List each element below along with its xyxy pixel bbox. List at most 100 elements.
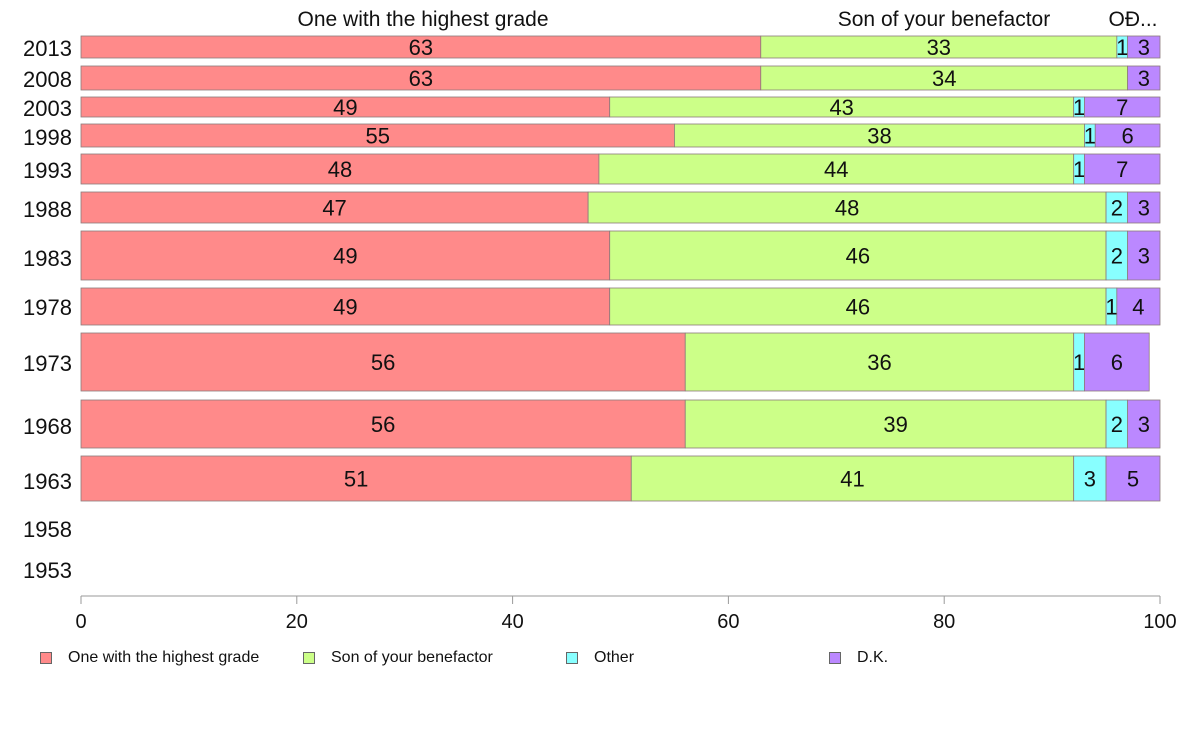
data-label: 4 — [1132, 295, 1144, 320]
bars: 63 33 1 363 34 349 43 1 755 38 1 648 44 1 747 48 2 349 46 2… — [80, 35, 1161, 502]
data-label: 2 — [1111, 196, 1123, 221]
x-tick-label: 60 — [717, 611, 739, 633]
y-tick-label: 1978 — [23, 295, 72, 320]
data-label: 3 — [1138, 66, 1150, 91]
stacked-bar-chart: One with the highest grade Son of your be… — [23, 8, 1177, 633]
data-label: 63 — [409, 66, 433, 91]
bar-segment — [598, 153, 1075, 185]
top-label: OĐ... — [1108, 8, 1157, 31]
data-label: 36 — [867, 350, 891, 375]
data-label: 51 — [344, 467, 368, 492]
y-tick-label: 1998 — [23, 125, 72, 150]
legend-item-benefactor: Son of your benefactor — [303, 649, 493, 667]
bar-segment — [609, 287, 1107, 326]
legend-swatch — [829, 652, 841, 664]
data-label: 3 — [1084, 467, 1096, 492]
data-label: 49 — [333, 95, 357, 120]
data-label: 39 — [883, 412, 907, 437]
bar-segment — [1127, 65, 1161, 91]
bar-segment — [684, 332, 1075, 392]
bar-segment — [80, 65, 762, 91]
data-label: 34 — [932, 66, 956, 91]
x-tick-label: 40 — [501, 611, 523, 633]
bar-segment — [1116, 287, 1161, 326]
top-label: One with the highest grade — [298, 8, 549, 31]
data-label: 1 — [1073, 350, 1085, 375]
legend-swatch — [40, 652, 52, 664]
bar-segment — [630, 455, 1075, 502]
bar-segment — [587, 191, 1107, 224]
bar-segment — [1127, 230, 1161, 281]
x-tick-label: 20 — [286, 611, 308, 633]
data-label: 49 — [333, 244, 357, 269]
legend-label: One with the highest grade — [68, 649, 260, 666]
bar-segment — [80, 153, 600, 185]
top-label: Son of your benefactor — [838, 8, 1050, 31]
y-tick-label: 1953 — [23, 558, 72, 583]
data-label: 63 — [409, 35, 433, 60]
bar-segment — [80, 332, 686, 392]
legend-swatch — [303, 652, 315, 664]
data-label: 55 — [365, 124, 389, 149]
legend-label: Other — [594, 649, 635, 666]
data-label: 6 — [1111, 350, 1123, 375]
bar-segment — [80, 191, 589, 224]
bar-segment — [1094, 123, 1161, 148]
bar-segment — [760, 65, 1129, 91]
bar-segment — [1105, 455, 1161, 502]
data-label: 56 — [371, 350, 395, 375]
bar-segment — [1084, 96, 1161, 118]
bar-segment — [1073, 455, 1107, 502]
legend-label: Son of your benefactor — [331, 649, 493, 666]
y-tick-label: 1968 — [23, 414, 72, 439]
data-label: 2 — [1111, 412, 1123, 437]
data-label: 3 — [1138, 35, 1150, 60]
data-label: 1 — [1084, 124, 1096, 149]
data-label: 48 — [328, 157, 352, 182]
data-label: 49 — [333, 295, 357, 320]
x-tick-label: 0 — [75, 611, 86, 633]
y-tick-label: 1973 — [23, 351, 72, 376]
data-label: 48 — [835, 196, 859, 221]
y-tick-label: 1988 — [23, 197, 72, 222]
data-label: 5 — [1127, 467, 1139, 492]
data-label: 38 — [867, 124, 891, 149]
y-tick-label: 1983 — [23, 246, 72, 271]
bar-segment — [1084, 153, 1161, 185]
data-label: 33 — [927, 35, 951, 60]
data-label: 3 — [1138, 412, 1150, 437]
legend-item-dk: D.K. — [829, 649, 888, 667]
data-label: 56 — [371, 412, 395, 437]
data-label: 2 — [1111, 244, 1123, 269]
data-label: 3 — [1138, 244, 1150, 269]
y-tick-label: 2013 — [23, 36, 72, 61]
y-tick-label: 1958 — [23, 517, 72, 542]
y-tick-label: 1993 — [23, 158, 72, 183]
legend-item-other: Other — [566, 649, 634, 667]
legend-label: D.K. — [857, 649, 889, 666]
data-label: 6 — [1122, 124, 1134, 149]
y-axis: 2013 2008 2003 1998 1993 1988 1983 1978 1973 1968… — [23, 36, 72, 583]
legend-item-highest-grade: One with the highest grade — [40, 649, 259, 667]
data-label: 41 — [840, 467, 864, 492]
top-labels: One with the highest grade Son of your be… — [298, 8, 1158, 31]
data-label: 7 — [1116, 95, 1128, 120]
data-label: 1 — [1073, 95, 1085, 120]
data-label: 1 — [1105, 295, 1117, 320]
bar-segment — [80, 287, 611, 326]
legend-swatch — [566, 652, 578, 664]
x-tick-label: 100 — [1143, 611, 1176, 633]
y-tick-label: 2008 — [23, 67, 72, 92]
data-label: 47 — [322, 196, 346, 221]
data-label: 46 — [846, 295, 870, 320]
y-tick-label: 1963 — [23, 469, 72, 494]
data-label: 43 — [829, 95, 853, 120]
data-label: 3 — [1138, 196, 1150, 221]
x-tick-label: 80 — [933, 611, 955, 633]
bar-segment — [1127, 35, 1161, 59]
data-label: 44 — [824, 157, 848, 182]
bar-segment — [80, 399, 686, 449]
data-label: 1 — [1116, 35, 1128, 60]
bar-segment — [80, 455, 632, 502]
bar-segment — [1084, 332, 1150, 392]
